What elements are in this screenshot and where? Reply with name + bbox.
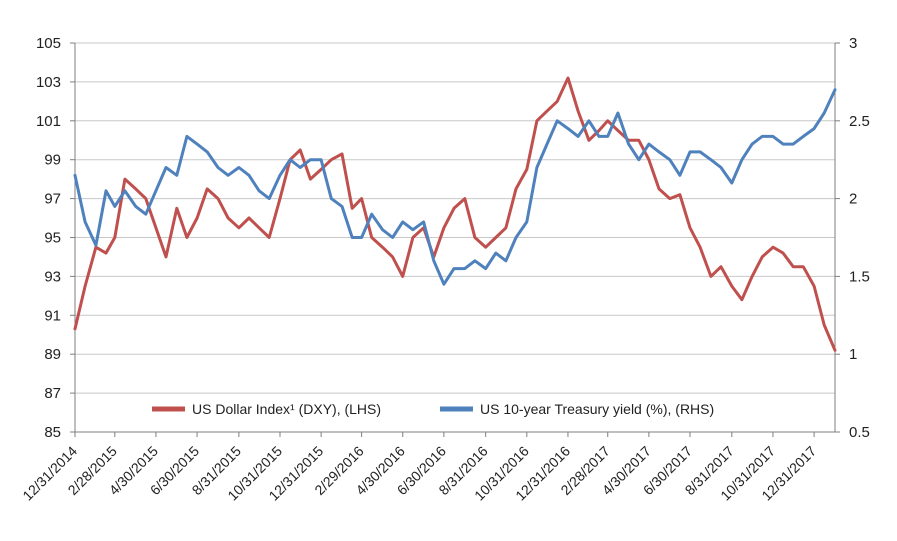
- series-line-dxy: [73, 76, 837, 352]
- y-left-tick-label: 97: [44, 191, 61, 208]
- y-right-tick-label: 1: [849, 346, 857, 363]
- y-right-tick-label: 2: [849, 191, 857, 208]
- series-lines: [73, 76, 837, 352]
- y-left-tick-label: 95: [44, 230, 61, 247]
- y-right-tick-label: 1.5: [849, 268, 870, 285]
- axes: 85878991939597991011031050.511.522.5312/…: [19, 35, 870, 504]
- y-left-tick-label: 87: [44, 385, 61, 402]
- y-left-tick-label: 103: [36, 74, 61, 91]
- y-left-tick-label: 99: [44, 152, 61, 169]
- legend-label-dxy: US Dollar Index¹ (DXY), (LHS): [192, 401, 381, 417]
- y-right-tick-label: 3: [849, 35, 857, 52]
- y-left-tick-label: 85: [44, 424, 61, 441]
- y-left-tick-label: 91: [44, 307, 61, 324]
- gridlines: [75, 42, 835, 433]
- series-line-treasury-yield: [73, 88, 837, 286]
- y-left-tick-label: 101: [36, 113, 61, 130]
- y-left-tick-label: 93: [44, 268, 61, 285]
- legend: US Dollar Index¹ (DXY), (LHS) US 10-year…: [120, 396, 770, 424]
- y-left-tick-label: 105: [36, 35, 61, 52]
- y-right-tick-label: 2.5: [849, 113, 870, 130]
- y-right-tick-label: 0.5: [849, 424, 870, 441]
- y-left-tick-label: 89: [44, 346, 61, 363]
- legend-label-treasury-yield: US 10-year Treasury yield (%), (RHS): [480, 401, 714, 417]
